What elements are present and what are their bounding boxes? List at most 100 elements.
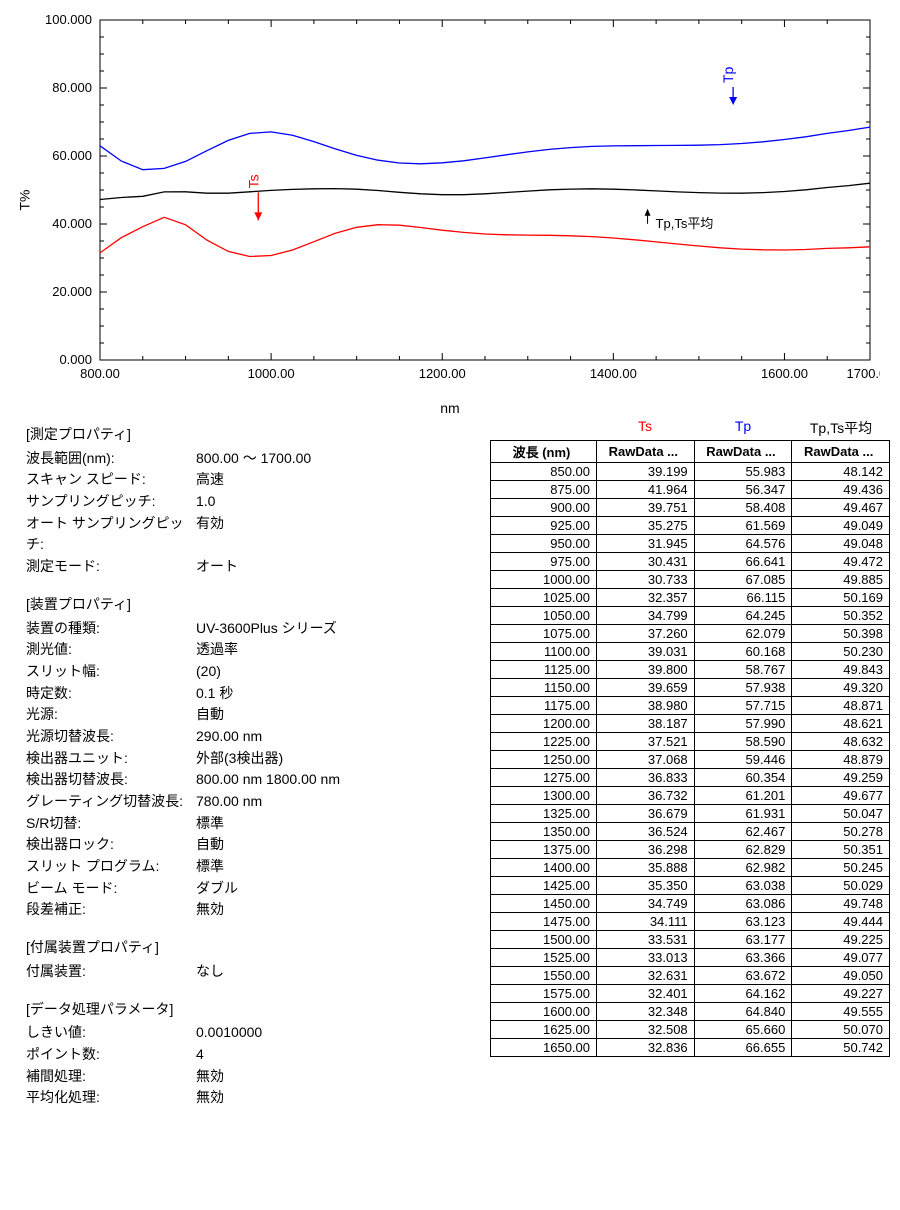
table-cell: 39.199: [597, 463, 695, 481]
prop-key: 付属装置:: [26, 961, 196, 983]
table-cell: 61.201: [694, 787, 792, 805]
prop-row: 光源切替波長:290.00 nm: [26, 726, 486, 748]
table-cell: 1050.00: [491, 607, 597, 625]
table-cell: 30.431: [597, 553, 695, 571]
prop-row: 補間処理:無効: [26, 1066, 486, 1088]
table-cell: 48.142: [792, 463, 890, 481]
table-cell: 32.401: [597, 985, 695, 1003]
table-cell: 1350.00: [491, 823, 597, 841]
table-cell: 49.077: [792, 949, 890, 967]
prop-value: 無効: [196, 1066, 224, 1088]
properties-panel: [測定プロパティ] 波長範囲(nm):800.00 ～ 1700.00スキャン …: [10, 418, 486, 1109]
table-header-cell: RawData ...: [694, 441, 792, 463]
table-cell: 37.521: [597, 733, 695, 751]
table-row: 1225.0037.52158.59048.632: [491, 733, 890, 751]
table-cell: 58.590: [694, 733, 792, 751]
table-cell: 33.531: [597, 931, 695, 949]
table-cell: 38.187: [597, 715, 695, 733]
prop-value: 780.00 nm: [196, 791, 262, 813]
table-cell: 34.111: [597, 913, 695, 931]
table-row: 1200.0038.18757.99048.621: [491, 715, 890, 733]
table-row: 975.0030.43166.64149.472: [491, 553, 890, 571]
section-measure-title: [測定プロパティ]: [26, 424, 486, 446]
section-measure: 波長範囲(nm):800.00 ～ 1700.00スキャン スピード:高速サンプ…: [26, 448, 486, 578]
prop-value: 無効: [196, 1087, 224, 1109]
svg-text:1200.00: 1200.00: [419, 366, 466, 381]
table-row: 1325.0036.67961.93150.047: [491, 805, 890, 823]
prop-value: 1.0: [196, 491, 215, 513]
prop-row: グレーティング切替波長:780.00 nm: [26, 791, 486, 813]
table-cell: 64.840: [694, 1003, 792, 1021]
svg-text:40.000: 40.000: [52, 216, 92, 231]
prop-value: オート: [196, 556, 238, 578]
table-row: 1175.0038.98057.71548.871: [491, 697, 890, 715]
table-cell: 32.508: [597, 1021, 695, 1039]
prop-value: 標準: [196, 856, 224, 878]
svg-text:Ts: Ts: [245, 174, 261, 188]
prop-row: S/R切替:標準: [26, 813, 486, 835]
table-cell: 950.00: [491, 535, 597, 553]
prop-key: グレーティング切替波長:: [26, 791, 196, 813]
table-row: 1475.0034.11163.12349.444: [491, 913, 890, 931]
table-row: 1600.0032.34864.84049.555: [491, 1003, 890, 1021]
table-cell: 63.038: [694, 877, 792, 895]
table-cell: 50.070: [792, 1021, 890, 1039]
table-row: 850.0039.19955.98348.142: [491, 463, 890, 481]
svg-text:20.000: 20.000: [52, 284, 92, 299]
prop-key: 補間処理:: [26, 1066, 196, 1088]
table-cell: 63.366: [694, 949, 792, 967]
table-cell: 48.621: [792, 715, 890, 733]
table-cell: 900.00: [491, 499, 597, 517]
page: 0.00020.00040.00060.00080.000100.000800.…: [0, 0, 900, 1210]
table-cell: 1150.00: [491, 679, 597, 697]
table-cell: 1175.00: [491, 697, 597, 715]
table-row: 1400.0035.88862.98250.245: [491, 859, 890, 877]
table-row: 1500.0033.53163.17749.225: [491, 931, 890, 949]
table-cell: 1650.00: [491, 1039, 597, 1057]
prop-key: 光源切替波長:: [26, 726, 196, 748]
table-cell: 32.357: [597, 589, 695, 607]
section-acc: 付属装置:なし: [26, 961, 486, 983]
table-cell: 62.079: [694, 625, 792, 643]
section-dp-title: [データ処理パラメータ]: [26, 999, 486, 1021]
table-cell: 1275.00: [491, 769, 597, 787]
prop-row: サンプリングピッチ:1.0: [26, 491, 486, 513]
table-cell: 55.983: [694, 463, 792, 481]
prop-value: ダブル: [196, 878, 238, 900]
table-cell: 64.576: [694, 535, 792, 553]
table-cell: 50.351: [792, 841, 890, 859]
prop-value: 透過率: [196, 639, 238, 661]
table-row: 1075.0037.26062.07950.398: [491, 625, 890, 643]
table-cell: 57.715: [694, 697, 792, 715]
table-row: 1425.0035.35063.03850.029: [491, 877, 890, 895]
table-cell: 49.225: [792, 931, 890, 949]
table-cell: 41.964: [597, 481, 695, 499]
prop-value: UV-3600Plus シリーズ: [196, 618, 337, 640]
table-cell: 50.278: [792, 823, 890, 841]
table-cell: 1600.00: [491, 1003, 597, 1021]
prop-row: ビーム モード:ダブル: [26, 878, 486, 900]
table-cell: 30.733: [597, 571, 695, 589]
table-cell: 1625.00: [491, 1021, 597, 1039]
table-cell: 49.048: [792, 535, 890, 553]
table-cell: 65.660: [694, 1021, 792, 1039]
table-cell: 49.259: [792, 769, 890, 787]
prop-value: 4: [196, 1044, 204, 1066]
svg-text:1600.00: 1600.00: [761, 366, 808, 381]
table-cell: 1075.00: [491, 625, 597, 643]
table-cell: 63.086: [694, 895, 792, 913]
prop-key: スキャン スピード:: [26, 469, 196, 491]
prop-value: 高速: [196, 469, 224, 491]
table-row: 1050.0034.79964.24550.352: [491, 607, 890, 625]
table-cell: 1575.00: [491, 985, 597, 1003]
table-cell: 33.013: [597, 949, 695, 967]
table-cell: 63.177: [694, 931, 792, 949]
prop-row: 段差補正:無効: [26, 899, 486, 921]
table-cell: 1100.00: [491, 643, 597, 661]
table-cell: 57.938: [694, 679, 792, 697]
section-device: 装置の種類:UV-3600Plus シリーズ測光値:透過率スリット幅:(20)時…: [26, 618, 486, 922]
prop-row: 平均化処理:無効: [26, 1087, 486, 1109]
table-cell: 37.068: [597, 751, 695, 769]
table-row: 1625.0032.50865.66050.070: [491, 1021, 890, 1039]
table-cell: 1550.00: [491, 967, 597, 985]
